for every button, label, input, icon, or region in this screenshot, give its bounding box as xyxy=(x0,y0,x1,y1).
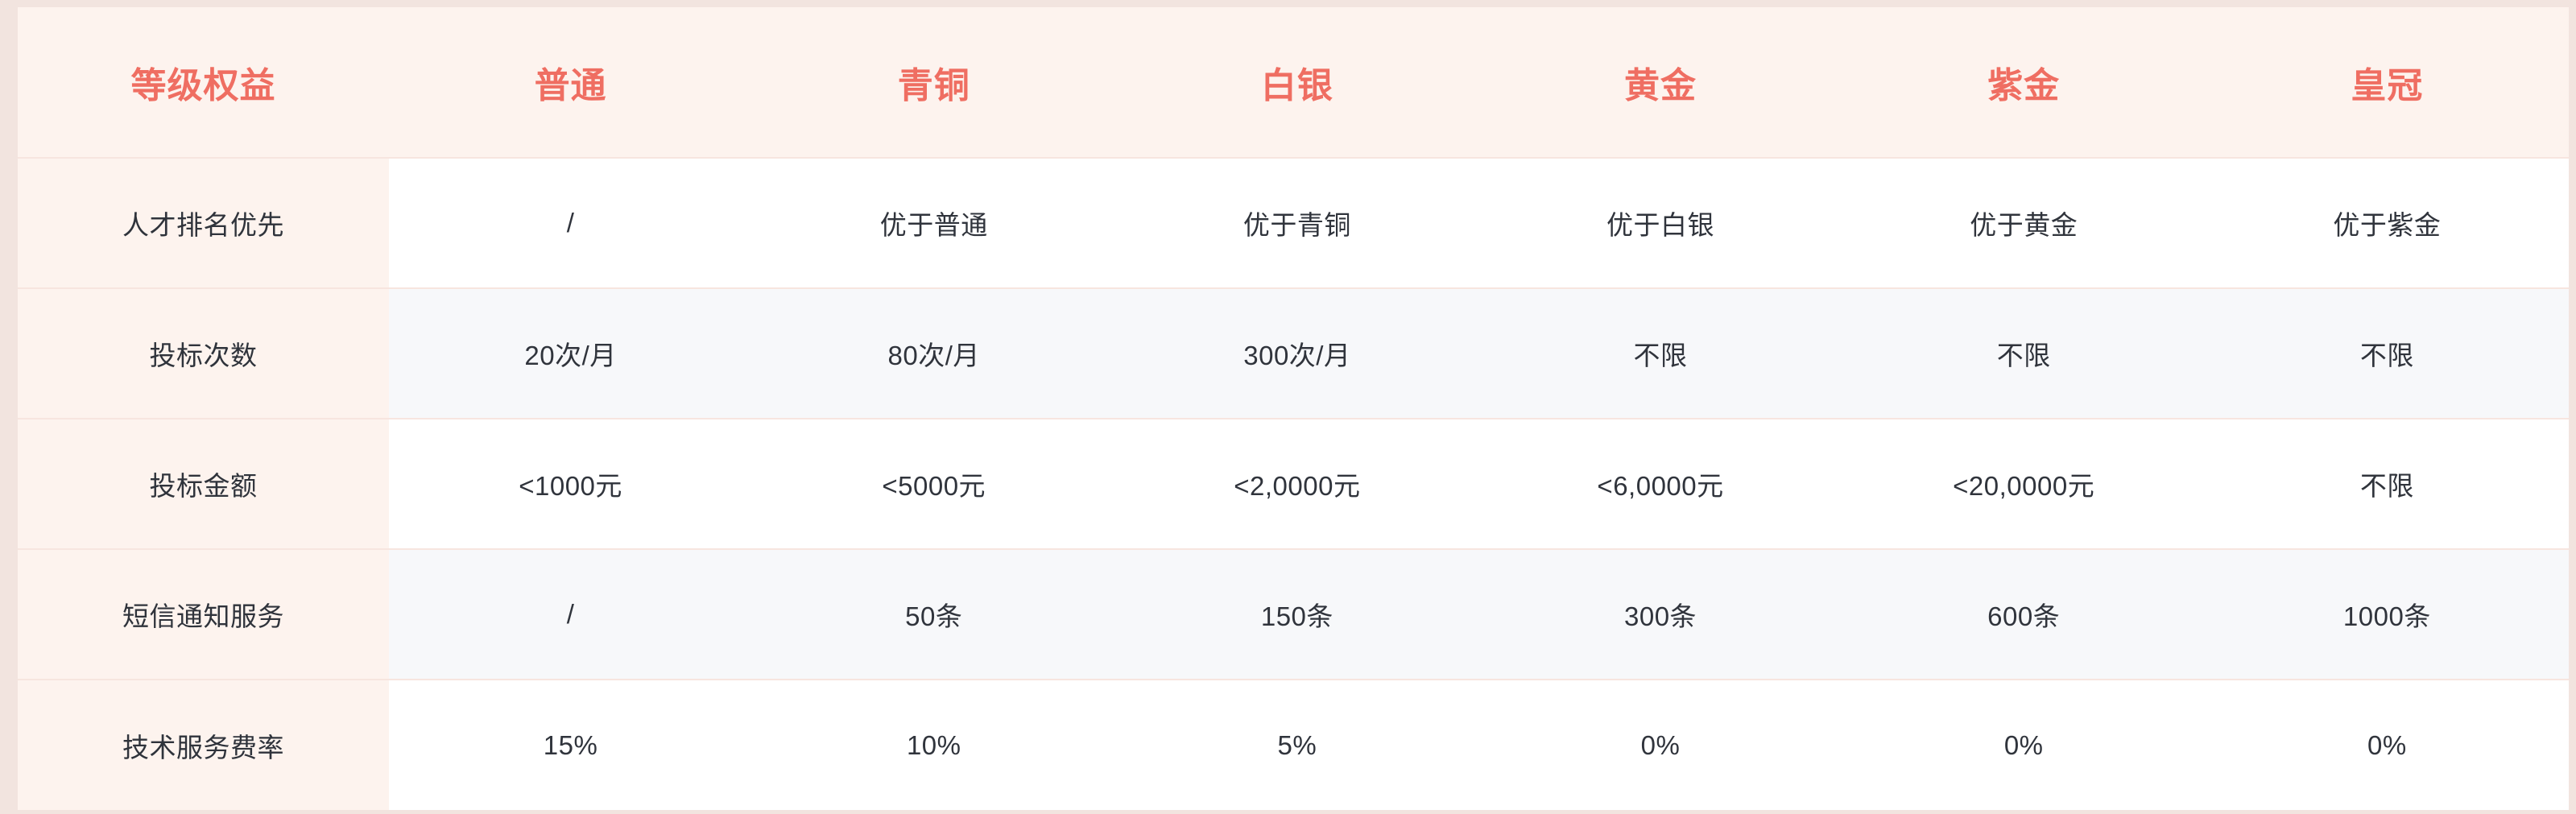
table-cell: 300次/月 xyxy=(1115,287,1479,419)
column-header-putong: 普通 xyxy=(388,7,753,158)
table-cell: <6,0000元 xyxy=(1478,418,1842,549)
table-cell: / xyxy=(388,548,753,680)
column-header-huangjin: 黄金 xyxy=(1478,7,1842,158)
table-cell: 优于紫金 xyxy=(2205,157,2569,288)
row-label: 投标金额 xyxy=(18,418,389,549)
column-header-zijin: 紫金 xyxy=(1842,7,2206,158)
level-benefits-table: 等级权益 普通 青铜 白银 黄金 紫金 皇冠 人才排名优先 / 优于普通 优于青… xyxy=(18,7,2569,810)
row-label: 人才排名优先 xyxy=(18,157,389,288)
table-cell: 不限 xyxy=(1842,287,2206,419)
table-cell: 600条 xyxy=(1842,548,2206,680)
table-cell: 5% xyxy=(1115,679,1479,810)
table-cell: 15% xyxy=(388,679,753,810)
table-cell: 20次/月 xyxy=(388,287,753,419)
table-cell: 80次/月 xyxy=(752,287,1116,419)
table-cell: / xyxy=(388,157,753,288)
table-cell: 优于青铜 xyxy=(1115,157,1479,288)
table-cell: <1000元 xyxy=(388,418,753,549)
table-header: 等级权益 普通 青铜 白银 黄金 紫金 皇冠 xyxy=(18,7,2569,158)
table-row: 人才排名优先 / 优于普通 优于青铜 优于白银 优于黄金 优于紫金 xyxy=(18,157,2569,288)
table-cell: 50条 xyxy=(752,548,1116,680)
table-cell: 150条 xyxy=(1115,548,1479,680)
table-cell: <2,0000元 xyxy=(1115,418,1479,549)
table-cell: 1000条 xyxy=(2205,548,2569,680)
table-cell: 优于黄金 xyxy=(1842,157,2206,288)
table-row: 技术服务费率 15% 10% 5% 0% 0% 0% xyxy=(18,679,2569,810)
table-cell: 300条 xyxy=(1478,548,1842,680)
table-body: 人才排名优先 / 优于普通 优于青铜 优于白银 优于黄金 优于紫金 投标次数 2… xyxy=(18,157,2569,810)
table-cell: 优于白银 xyxy=(1478,157,1842,288)
table-cell: <20,0000元 xyxy=(1842,418,2206,549)
table-cell: 0% xyxy=(2205,679,2569,810)
table-cell: 0% xyxy=(1478,679,1842,810)
table-cell: 优于普通 xyxy=(752,157,1116,288)
table-row: 投标次数 20次/月 80次/月 300次/月 不限 不限 不限 xyxy=(18,287,2569,419)
row-label: 投标次数 xyxy=(18,287,389,419)
column-header-qingtong: 青铜 xyxy=(752,7,1116,158)
table-row: 投标金额 <1000元 <5000元 <2,0000元 <6,0000元 <20… xyxy=(18,418,2569,549)
column-header-benefit: 等级权益 xyxy=(18,7,389,158)
column-header-huangguan: 皇冠 xyxy=(2205,7,2569,158)
header-row: 等级权益 普通 青铜 白银 黄金 紫金 皇冠 xyxy=(18,7,2569,158)
column-header-baiyin: 白银 xyxy=(1115,7,1479,158)
table-row: 短信通知服务 / 50条 150条 300条 600条 1000条 xyxy=(18,548,2569,680)
row-label: 短信通知服务 xyxy=(18,548,389,680)
table-cell: 不限 xyxy=(1478,287,1842,419)
table-cell: <5000元 xyxy=(752,418,1116,549)
table-cell: 不限 xyxy=(2205,418,2569,549)
table-cell: 10% xyxy=(752,679,1116,810)
table-cell: 不限 xyxy=(2205,287,2569,419)
row-label: 技术服务费率 xyxy=(18,679,389,810)
table-cell: 0% xyxy=(1842,679,2206,810)
